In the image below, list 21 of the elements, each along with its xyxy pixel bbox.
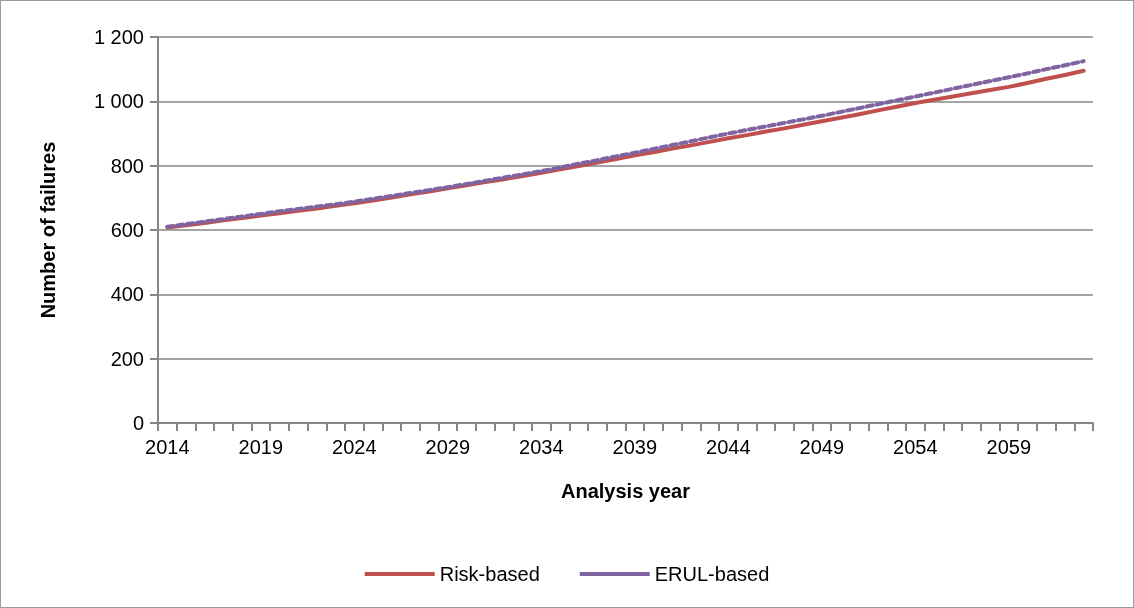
x-tick-label: 2054 — [893, 436, 938, 458]
y-tick-label: 1 000 — [93, 90, 144, 113]
y-tick-label: 1 200 — [93, 26, 144, 48]
y-tick-label: 200 — [110, 347, 144, 370]
y-tick-label: 600 — [110, 219, 144, 241]
legend-label: ERUL-based — [654, 563, 770, 585]
x-tick-label: 2019 — [238, 436, 284, 458]
y-tick-label: 800 — [110, 154, 144, 177]
x-tick-label: 2029 — [425, 436, 471, 458]
x-tick-label: 2034 — [519, 436, 564, 458]
x-tick-label: 2049 — [799, 436, 845, 458]
y-tick-label: 400 — [110, 283, 144, 306]
x-tick-label: 2024 — [332, 436, 377, 458]
x-axis-title: Analysis year — [561, 480, 691, 502]
legend-label: Risk-based — [439, 563, 540, 585]
x-tick-label: 2039 — [612, 436, 658, 458]
x-tick-label: 2059 — [986, 436, 1032, 458]
y-axis-title: Number of failures — [37, 141, 59, 319]
x-tick-label: 2044 — [706, 436, 751, 458]
y-tick-label: 0 — [132, 412, 144, 434]
x-tick-label: 2014 — [145, 436, 190, 458]
